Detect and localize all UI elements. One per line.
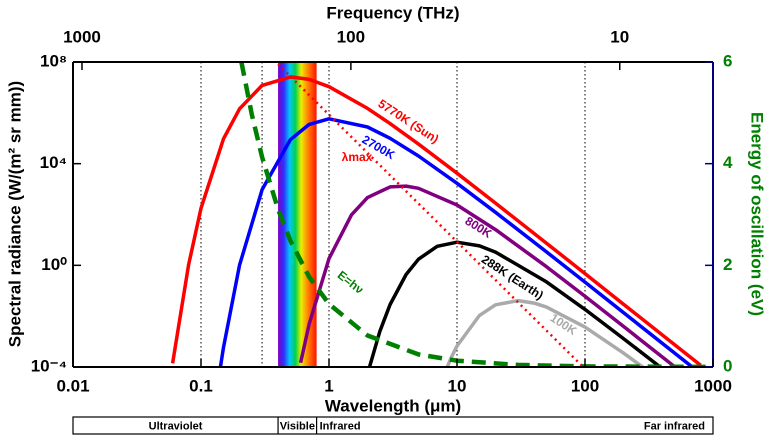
y-tick-label: 10⁸ <box>40 51 67 70</box>
region-bar <box>72 416 714 435</box>
y-tick-label: 10⁻⁴ <box>31 356 67 375</box>
x-tick-label: 0.01 <box>56 376 89 395</box>
y2-tick-label: 6 <box>723 51 732 70</box>
region-label: Visible <box>280 420 315 432</box>
y2-tick-label: 4 <box>723 153 733 172</box>
x2-label: Frequency (THz) <box>326 3 459 22</box>
x-tick-label: 1000 <box>694 376 732 395</box>
series-line <box>170 75 702 367</box>
region-label: Ultraviolet <box>149 420 203 432</box>
y2-label: Energy of oscillation (eV) <box>748 112 767 316</box>
x2-tick-label: 10 <box>610 27 629 46</box>
x-tick-label: 1 <box>324 376 333 395</box>
region-label: Infrared <box>320 420 361 432</box>
x-tick-label: 100 <box>571 376 599 395</box>
plot-area <box>170 62 713 367</box>
y-label: Spectral radiance (W/(m² sr mm)) <box>5 81 24 347</box>
region-label: Far infrared <box>644 420 705 432</box>
y-tick-label: 10⁰ <box>41 255 67 274</box>
y2-tick-label: 0 <box>723 356 732 375</box>
series-line <box>239 62 713 367</box>
y2-tick-label: 2 <box>723 255 732 274</box>
series-line <box>298 184 676 367</box>
x2-tick-label: 100 <box>337 27 365 46</box>
y-tick-label: 10⁴ <box>40 153 67 172</box>
x-tick-label: 0.1 <box>189 376 213 395</box>
x-label: Wavelength (μm) <box>325 396 461 415</box>
series-label: E=hν <box>335 268 367 297</box>
series-line <box>445 298 646 367</box>
series-label: λmax <box>342 150 373 164</box>
x-tick-label: 10 <box>448 376 467 395</box>
series-line <box>277 63 583 367</box>
series-line <box>218 117 695 367</box>
x2-tick-label: 1000 <box>63 27 101 46</box>
